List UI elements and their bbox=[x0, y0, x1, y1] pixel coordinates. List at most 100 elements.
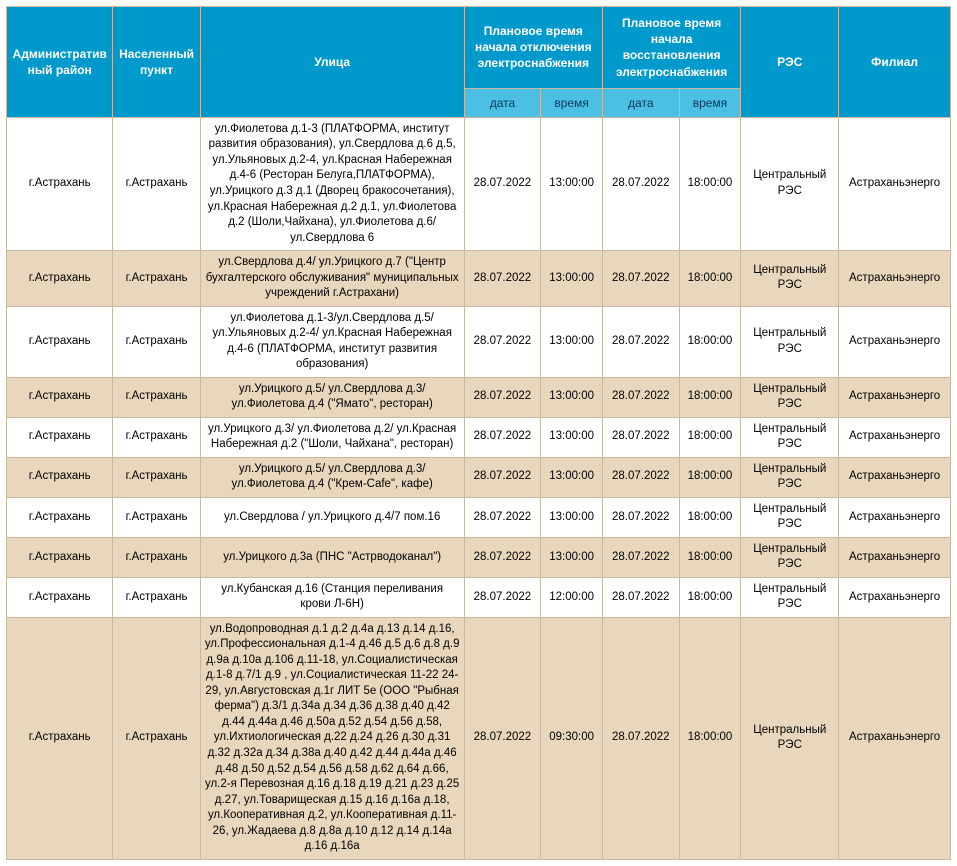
cell-locality: г.Астрахань bbox=[113, 497, 200, 537]
cell-res: Центральный РЭС bbox=[741, 306, 839, 377]
col-district: Административный район bbox=[7, 7, 113, 118]
cell-filial: Астраханьэнерго bbox=[839, 377, 951, 417]
cell-rest-time: 18:00:00 bbox=[679, 617, 741, 859]
cell-off-time: 13:00:00 bbox=[541, 117, 603, 250]
cell-filial: Астраханьэнерго bbox=[839, 497, 951, 537]
cell-filial: Астраханьэнерго bbox=[839, 251, 951, 307]
col-off-date: дата bbox=[464, 88, 541, 117]
cell-res: Центральный РЭС bbox=[741, 577, 839, 617]
cell-filial: Астраханьэнерго bbox=[839, 457, 951, 497]
col-off-time: время bbox=[541, 88, 603, 117]
cell-rest-date: 28.07.2022 bbox=[602, 617, 679, 859]
cell-off-time: 09:30:00 bbox=[541, 617, 603, 859]
cell-off-date: 28.07.2022 bbox=[464, 457, 541, 497]
cell-rest-date: 28.07.2022 bbox=[602, 537, 679, 577]
col-res: РЭС bbox=[741, 7, 839, 118]
table-row: г.Астраханьг.Астраханьул.Свердлова д.4/ … bbox=[7, 251, 951, 307]
cell-res: Центральный РЭС bbox=[741, 117, 839, 250]
cell-off-date: 28.07.2022 bbox=[464, 617, 541, 859]
cell-filial: Астраханьэнерго bbox=[839, 306, 951, 377]
header-row: Административный район Населенный пункт … bbox=[7, 7, 951, 89]
table-row: г.Астраханьг.Астраханьул.Урицкого д.5/ у… bbox=[7, 457, 951, 497]
cell-rest-date: 28.07.2022 bbox=[602, 251, 679, 307]
cell-street: ул.Урицкого д.5/ ул.Свердлова д.3/ ул.Фи… bbox=[200, 377, 464, 417]
cell-off-date: 28.07.2022 bbox=[464, 117, 541, 250]
table-row: г.Астраханьг.Астраханьул.Фиолетова д.1-3… bbox=[7, 306, 951, 377]
cell-locality: г.Астрахань bbox=[113, 617, 200, 859]
table-row: г.Астраханьг.Астраханьул.Свердлова / ул.… bbox=[7, 497, 951, 537]
cell-district: г.Астрахань bbox=[7, 617, 113, 859]
table-row: г.Астраханьг.Астраханьул.Фиолетова д.1-3… bbox=[7, 117, 951, 250]
cell-street: ул.Фиолетова д.1-3/ул.Свердлова д.5/ ул.… bbox=[200, 306, 464, 377]
cell-filial: Астраханьэнерго bbox=[839, 417, 951, 457]
cell-filial: Астраханьэнерго bbox=[839, 617, 951, 859]
cell-rest-time: 18:00:00 bbox=[679, 251, 741, 307]
cell-off-time: 13:00:00 bbox=[541, 497, 603, 537]
outage-table: Административный район Населенный пункт … bbox=[6, 6, 951, 860]
cell-street: ул.Фиолетова д.1-3 (ПЛАТФОРМА, институт … bbox=[200, 117, 464, 250]
cell-district: г.Астрахань bbox=[7, 377, 113, 417]
cell-locality: г.Астрахань bbox=[113, 577, 200, 617]
cell-rest-time: 18:00:00 bbox=[679, 377, 741, 417]
cell-district: г.Астрахань bbox=[7, 117, 113, 250]
cell-off-date: 28.07.2022 bbox=[464, 537, 541, 577]
cell-rest-date: 28.07.2022 bbox=[602, 377, 679, 417]
cell-street: ул.Водопроводная д.1 д.2 д.4а д.13 д.14 … bbox=[200, 617, 464, 859]
col-rest-time: время bbox=[679, 88, 741, 117]
col-locality: Населенный пункт bbox=[113, 7, 200, 118]
cell-rest-time: 18:00:00 bbox=[679, 457, 741, 497]
table-row: г.Астраханьг.Астраханьул.Водопроводная д… bbox=[7, 617, 951, 859]
cell-res: Центральный РЭС bbox=[741, 417, 839, 457]
cell-off-time: 13:00:00 bbox=[541, 306, 603, 377]
cell-filial: Астраханьэнерго bbox=[839, 577, 951, 617]
cell-locality: г.Астрахань bbox=[113, 251, 200, 307]
cell-rest-time: 18:00:00 bbox=[679, 306, 741, 377]
cell-rest-time: 18:00:00 bbox=[679, 577, 741, 617]
cell-district: г.Астрахань bbox=[7, 417, 113, 457]
cell-rest-date: 28.07.2022 bbox=[602, 417, 679, 457]
col-street: Улица bbox=[200, 7, 464, 118]
cell-locality: г.Астрахань bbox=[113, 306, 200, 377]
cell-off-time: 13:00:00 bbox=[541, 417, 603, 457]
cell-res: Центральный РЭС bbox=[741, 251, 839, 307]
cell-street: ул.Свердлова д.4/ ул.Урицкого д.7 ("Цент… bbox=[200, 251, 464, 307]
cell-street: ул.Урицкого д.3а (ПНС "Астрводоканал") bbox=[200, 537, 464, 577]
cell-rest-time: 18:00:00 bbox=[679, 497, 741, 537]
table-row: г.Астраханьг.Астраханьул.Урицкого д.5/ у… bbox=[7, 377, 951, 417]
cell-locality: г.Астрахань bbox=[113, 417, 200, 457]
cell-street: ул.Свердлова / ул.Урицкого д.4/7 пом.16 bbox=[200, 497, 464, 537]
col-off-start: Плановое время начала отключения электро… bbox=[464, 7, 602, 89]
cell-district: г.Астрахань bbox=[7, 497, 113, 537]
cell-district: г.Астрахань bbox=[7, 306, 113, 377]
cell-off-date: 28.07.2022 bbox=[464, 577, 541, 617]
table-body: г.Астраханьг.Астраханьул.Фиолетова д.1-3… bbox=[7, 117, 951, 859]
cell-res: Центральный РЭС bbox=[741, 497, 839, 537]
cell-res: Центральный РЭС bbox=[741, 377, 839, 417]
cell-res: Центральный РЭС bbox=[741, 457, 839, 497]
cell-res: Центральный РЭС bbox=[741, 537, 839, 577]
cell-off-date: 28.07.2022 bbox=[464, 497, 541, 537]
table-row: г.Астраханьг.Астраханьул.Кубанская д.16 … bbox=[7, 577, 951, 617]
cell-locality: г.Астрахань bbox=[113, 377, 200, 417]
cell-locality: г.Астрахань bbox=[113, 117, 200, 250]
cell-rest-time: 18:00:00 bbox=[679, 417, 741, 457]
cell-rest-date: 28.07.2022 bbox=[602, 497, 679, 537]
cell-off-time: 12:00:00 bbox=[541, 577, 603, 617]
cell-filial: Астраханьэнерго bbox=[839, 537, 951, 577]
cell-rest-time: 18:00:00 bbox=[679, 117, 741, 250]
cell-rest-date: 28.07.2022 bbox=[602, 306, 679, 377]
cell-filial: Астраханьэнерго bbox=[839, 117, 951, 250]
cell-off-time: 13:00:00 bbox=[541, 377, 603, 417]
cell-rest-date: 28.07.2022 bbox=[602, 577, 679, 617]
cell-off-time: 13:00:00 bbox=[541, 457, 603, 497]
cell-street: ул.Урицкого д.5/ ул.Свердлова д.3/ ул.Фи… bbox=[200, 457, 464, 497]
cell-off-date: 28.07.2022 bbox=[464, 417, 541, 457]
cell-off-time: 13:00:00 bbox=[541, 251, 603, 307]
cell-off-time: 13:00:00 bbox=[541, 537, 603, 577]
cell-locality: г.Астрахань bbox=[113, 457, 200, 497]
cell-street: ул.Урицкого д.3/ ул.Фиолетова д.2/ ул.Кр… bbox=[200, 417, 464, 457]
cell-off-date: 28.07.2022 bbox=[464, 377, 541, 417]
table-row: г.Астраханьг.Астраханьул.Урицкого д.3а (… bbox=[7, 537, 951, 577]
col-restore: Плановое время начала восстановления эле… bbox=[602, 7, 740, 89]
cell-rest-time: 18:00:00 bbox=[679, 537, 741, 577]
